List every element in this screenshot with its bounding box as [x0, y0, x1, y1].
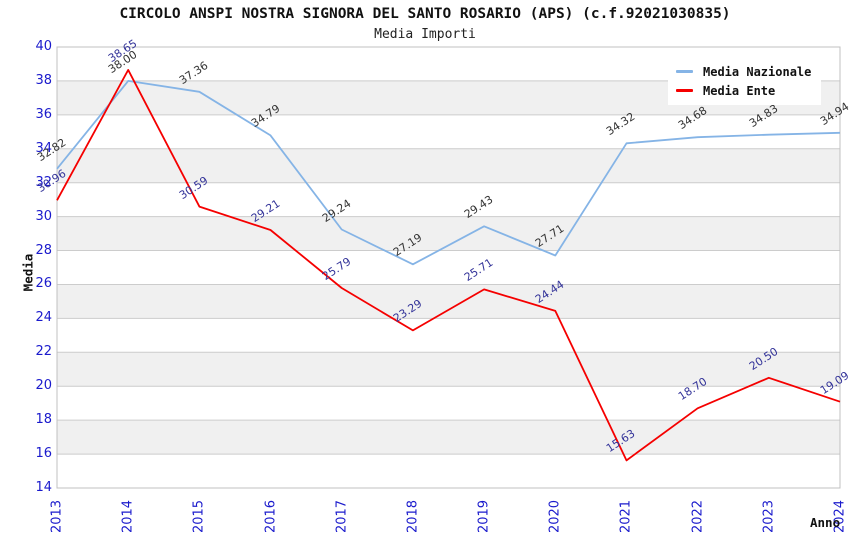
y-tick-label: 14	[35, 480, 52, 495]
y-tick-label: 20	[35, 378, 52, 394]
x-tick-label: 2020	[547, 499, 563, 534]
x-tick-label: 2019	[476, 499, 492, 534]
legend: Media Nazionale Media Ente	[668, 57, 822, 105]
y-tick-label: 22	[35, 344, 52, 360]
plot-band	[57, 284, 840, 319]
y-axis-title: Media	[20, 253, 36, 292]
legend-item-media-ente: Media Ente	[676, 81, 811, 100]
y-tick-label: 28	[35, 242, 52, 258]
y-tick-label: 18	[35, 412, 52, 428]
x-tick-label: 2018	[405, 499, 421, 534]
media-nazionale-line-swatch	[676, 70, 693, 73]
media-nazionale-line	[56, 80, 841, 266]
x-tick-label: 2023	[761, 499, 777, 534]
x-tick-label: 2015	[191, 499, 207, 534]
chart-subtitle: Media Importi	[374, 27, 476, 42]
plot-band	[57, 420, 840, 455]
y-tick-label: 26	[35, 276, 52, 292]
plot-band	[57, 148, 840, 183]
plot-band	[57, 352, 840, 387]
x-tick-label: 2017	[334, 499, 350, 534]
x-tick-label: 2022	[690, 499, 706, 534]
y-tick-label: 24	[35, 310, 52, 326]
media-ente-line-swatch	[676, 89, 693, 92]
y-tick-label: 30	[35, 208, 52, 224]
y-tick-label: 40	[35, 39, 52, 54]
media-ente-line	[56, 69, 841, 462]
x-tick-label: 2016	[263, 499, 279, 534]
x-tick-label: 2013	[49, 499, 65, 534]
x-tick-label: 2021	[618, 499, 634, 534]
plot-border	[56, 46, 841, 489]
y-tick-label: 16	[35, 446, 52, 462]
x-axis-title: Anno	[810, 515, 841, 530]
legend-label-media-ente: Media Ente	[703, 83, 776, 98]
legend-label-media-nazionale: Media Nazionale	[703, 64, 812, 79]
chart-title: CIRCOLO ANSPI NOSTRA SIGNORA DEL SANTO R…	[119, 6, 731, 22]
y-tick-label: 32	[35, 174, 52, 190]
y-tick-label: 38	[35, 72, 52, 88]
x-tick-label: 2014	[120, 499, 136, 534]
y-tick-label: 36	[35, 106, 52, 122]
legend-item-media-nazionale: Media Nazionale	[676, 62, 811, 81]
y-tick-label: 34	[35, 140, 52, 156]
